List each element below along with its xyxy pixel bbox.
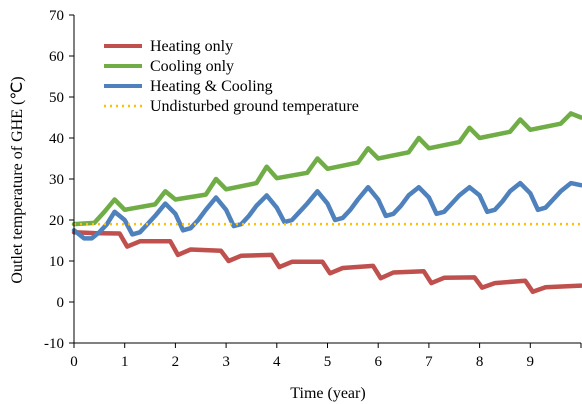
- x-tick-label: 2: [172, 354, 180, 370]
- ticks: -10 0 10 20 30 40 50 60 70 0 1 2 3 4 5 6 7 8 9: [44, 8, 582, 370]
- y-tick-label: 10: [49, 254, 64, 270]
- legend-label-heating-cooling: Heating & Cooling: [150, 78, 273, 95]
- legend-label-undisturbed-ground-temperature: Undisturbed ground temperature: [150, 98, 359, 115]
- x-tick-label: 5: [324, 354, 332, 370]
- x-tick-label: 8: [476, 354, 484, 370]
- x-tick-label: 4: [273, 354, 281, 370]
- y-tick-label: 70: [49, 8, 64, 24]
- y-tick-label: 50: [49, 90, 64, 106]
- x-tick-label: 7: [425, 354, 433, 370]
- legend-label-cooling-only: Cooling only: [150, 58, 234, 75]
- y-tick-label: 20: [49, 213, 64, 229]
- x-tick-label: 6: [374, 354, 382, 370]
- x-tick-label: 1: [121, 354, 129, 370]
- plot-lines: [71, 111, 582, 295]
- x-tick-label: 0: [70, 354, 78, 370]
- x-tick-label: 3: [222, 354, 230, 370]
- legend: Heating only Cooling only Heating & Coolin…: [104, 38, 359, 115]
- y-tick-label: 0: [57, 295, 65, 311]
- legend-label-heating-only: Heating only: [150, 38, 233, 55]
- y-tick-label: -10: [44, 336, 64, 352]
- series-line-heating-cooling: [71, 180, 582, 241]
- y-tick-label: 40: [49, 131, 64, 147]
- series-line-heating-only: [71, 230, 582, 295]
- y-tick-label: 30: [49, 172, 64, 188]
- x-tick-label: 9: [527, 354, 535, 370]
- series-line-cooling-only: [71, 111, 582, 227]
- y-axis-title: Outlet temperature of GHE (℃): [9, 76, 26, 283]
- x-axis-title: Time (year): [290, 385, 365, 402]
- y-tick-label: 60: [49, 49, 64, 65]
